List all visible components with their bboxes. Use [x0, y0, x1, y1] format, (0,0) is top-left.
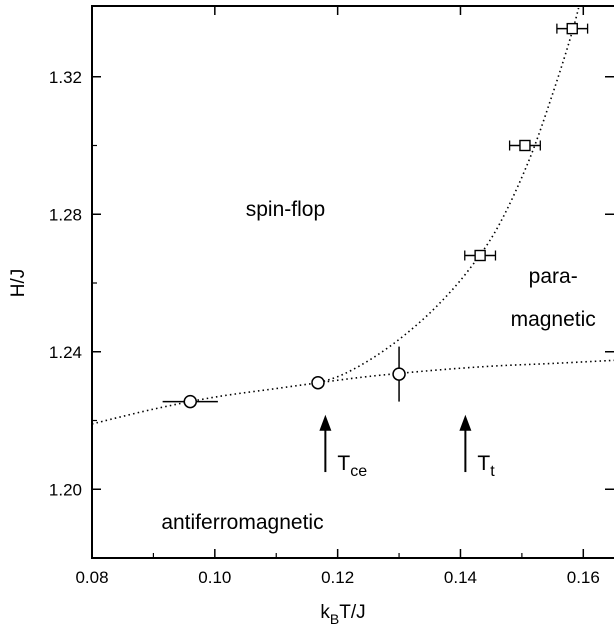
y-tick-label: 1.20 [49, 480, 82, 499]
phase-boundary-curve [92, 359, 614, 425]
axes-layer: 0.08 0.10 0.12 0.14 0.16 1.20 1.24 1.28 1.32 kBT/… [8, 5, 614, 626]
y-tick-label: 1.24 [49, 343, 82, 362]
region-label: magnetic [511, 308, 596, 331]
square-data-point [566, 22, 578, 35]
circle-data-point [183, 394, 198, 409]
circle-data-point [392, 367, 406, 381]
x-tick-label: 0.08 [75, 568, 108, 587]
marks-layer [162, 22, 589, 409]
region-label: antiferromagnetic [161, 511, 323, 534]
x-tick-label: 0.12 [321, 568, 354, 587]
region-label: spin-flop [246, 198, 325, 221]
arrow-head [459, 414, 472, 431]
arrow-label: Tt [477, 452, 495, 480]
x-tick-label: 0.14 [444, 568, 477, 587]
square-data-point [474, 249, 486, 262]
arrow-head [319, 414, 332, 431]
curves-layer [92, 8, 614, 425]
y-axis-label: H/J [8, 269, 29, 298]
circle-data-point [311, 375, 325, 390]
x-tick-label: 0.10 [198, 568, 231, 587]
annotations-layer: spin-flop para-magnetic antiferromagnetic T… [161, 198, 595, 534]
phase-boundary-curve [318, 8, 580, 384]
square-data-point [519, 139, 531, 152]
x-tick-label: 0.16 [567, 568, 600, 587]
y-tick-label: 1.28 [49, 205, 82, 224]
plot-frame [91, 5, 614, 559]
x-axis-label: kBT/J [320, 602, 365, 626]
y-tick-label: 1.32 [49, 68, 82, 87]
arrow-label: Tce [337, 452, 367, 480]
region-label: para- [529, 265, 578, 288]
